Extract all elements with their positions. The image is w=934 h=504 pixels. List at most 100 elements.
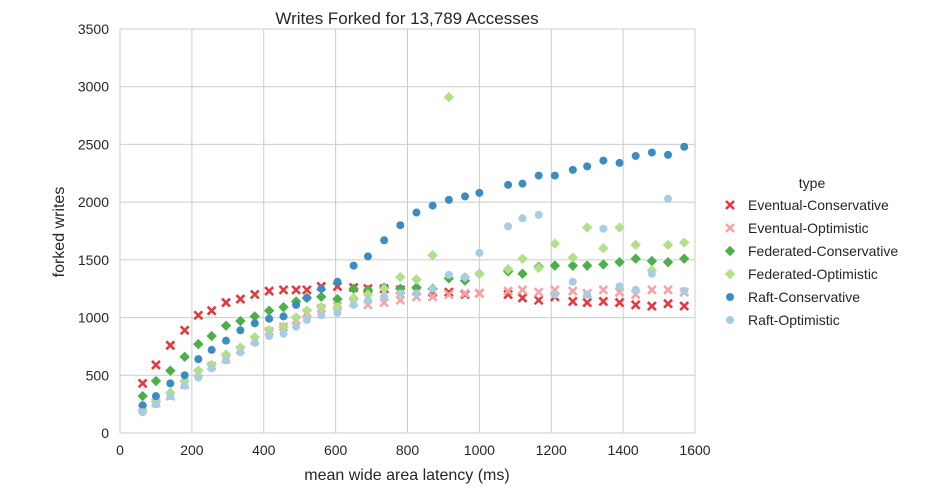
- data-point: [599, 156, 608, 165]
- data-point: [151, 359, 161, 370]
- legend: type Eventual-Conservative Eventual-Optim…: [724, 175, 898, 328]
- data-point: [567, 252, 579, 263]
- data-point: [165, 340, 176, 351]
- legend-label: Eventual-Optimistic: [748, 220, 869, 236]
- data-point: [630, 253, 641, 264]
- data-point: [598, 259, 609, 270]
- legend-label: Federated-Optimistic: [748, 266, 878, 282]
- y-tick-label: 1000: [78, 310, 109, 326]
- data-point: [349, 261, 358, 270]
- data-point: [194, 373, 203, 382]
- data-marks: [137, 91, 690, 417]
- data-point: [207, 364, 216, 373]
- y-tick-label: 3500: [78, 21, 109, 37]
- data-point: [395, 295, 406, 306]
- data-point: [291, 284, 302, 295]
- data-point: [460, 288, 470, 299]
- data-point: [474, 268, 485, 279]
- data-point: [428, 201, 437, 210]
- legend-item: Federated-Optimistic: [724, 266, 878, 282]
- data-point: [630, 299, 641, 310]
- series-raft-conservative: [138, 142, 689, 410]
- x-tick-label: 200: [180, 442, 204, 458]
- data-point: [380, 236, 389, 245]
- data-point: [221, 297, 231, 308]
- data-point: [249, 311, 260, 322]
- data-point: [180, 371, 189, 380]
- data-point: [444, 270, 453, 279]
- legend-marker: [724, 245, 736, 257]
- data-point: [598, 296, 609, 307]
- x-tick-label: 1600: [679, 442, 710, 458]
- data-point: [534, 210, 543, 219]
- data-point: [533, 287, 544, 298]
- data-point: [264, 286, 275, 296]
- data-point: [631, 285, 640, 294]
- data-point: [583, 162, 592, 171]
- plot-frame: [119, 28, 696, 434]
- data-point: [317, 284, 326, 293]
- data-point: [631, 151, 640, 160]
- data-point: [193, 338, 204, 350]
- data-point: [396, 289, 405, 298]
- data-point: [193, 365, 204, 376]
- data-point: [567, 296, 578, 307]
- y-axis-label: forked writes: [51, 187, 68, 278]
- data-point: [475, 188, 484, 197]
- data-point: [138, 408, 147, 417]
- data-point: [567, 286, 578, 296]
- data-point: [443, 287, 454, 298]
- series-raft-optimistic: [138, 194, 689, 417]
- data-point: [220, 320, 232, 331]
- data-point: [518, 214, 527, 223]
- data-point: [662, 239, 674, 251]
- data-point: [502, 263, 514, 275]
- data-point: [332, 301, 343, 313]
- data-point: [567, 260, 579, 271]
- data-point: [411, 274, 422, 285]
- data-point: [235, 294, 246, 305]
- data-point: [583, 290, 592, 299]
- data-point: [427, 291, 438, 302]
- data-point: [680, 287, 689, 296]
- data-point: [222, 336, 231, 345]
- legend-marker: [725, 223, 735, 233]
- data-point: [263, 305, 275, 316]
- data-point: [568, 277, 577, 286]
- y-tick-label: 500: [86, 367, 110, 383]
- data-point: [265, 314, 274, 323]
- data-point: [461, 273, 469, 282]
- data-point: [317, 311, 326, 320]
- legend-item: Raft-Optimistic: [726, 312, 840, 328]
- legend-item: Eventual-Conservative: [725, 197, 889, 213]
- data-point: [614, 287, 625, 298]
- data-point: [316, 291, 327, 302]
- legend-marker: [724, 268, 736, 280]
- data-point: [443, 289, 454, 300]
- data-point: [679, 301, 690, 311]
- data-point: [278, 284, 289, 295]
- data-point: [517, 293, 528, 303]
- data-point: [333, 277, 342, 286]
- data-point: [301, 284, 312, 295]
- data-point: [411, 282, 422, 293]
- data-point: [517, 284, 528, 295]
- data-point: [568, 165, 577, 174]
- data-point: [348, 292, 359, 304]
- chart-title: Writes Forked for 13,789 Accesses: [275, 9, 538, 28]
- data-point: [679, 253, 690, 264]
- data-point: [663, 298, 673, 309]
- x-tick-label: 800: [396, 442, 420, 458]
- data-point: [550, 171, 559, 180]
- data-point: [599, 224, 608, 233]
- data-point: [615, 158, 624, 167]
- data-point: [279, 329, 288, 338]
- data-point: [550, 290, 559, 299]
- data-point: [396, 221, 405, 230]
- data-point: [249, 289, 260, 300]
- data-point: [363, 252, 372, 261]
- legend-marker: [726, 293, 734, 301]
- data-point: [137, 378, 148, 389]
